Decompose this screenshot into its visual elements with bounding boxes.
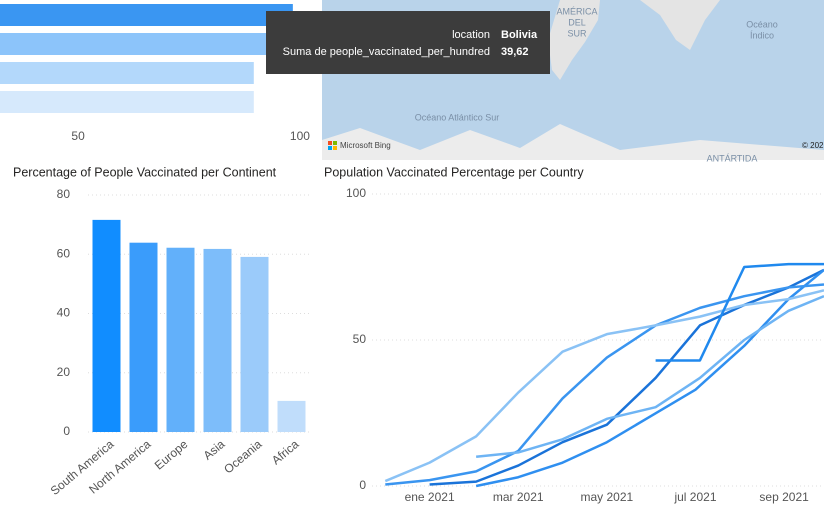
map-label: Océano: [746, 19, 778, 29]
bar: [92, 219, 121, 432]
map-label: DEL: [568, 17, 586, 27]
y-tick-label: 0: [63, 424, 70, 438]
line: [429, 268, 824, 486]
y-tick-label: 80: [57, 187, 71, 201]
tooltip-value: 39,62: [501, 46, 529, 58]
bar: [0, 91, 254, 113]
line: [655, 262, 824, 362]
x-tick-label: Asia: [201, 437, 228, 463]
x-tick-label: 50: [71, 129, 85, 143]
map-label: ANTÁRTIDA: [707, 153, 758, 163]
x-tick-label: South America: [48, 437, 117, 498]
x-tick-label: jul 2021: [673, 490, 716, 504]
logo: [333, 141, 337, 145]
x-tick-label: 100: [290, 129, 310, 143]
tooltip: location Bolivia Suma de people_vaccinat…: [266, 11, 550, 74]
x-tick-label: ene 2021: [405, 490, 455, 504]
logo: [328, 141, 332, 145]
x-tick-label: may 2021: [581, 490, 634, 504]
y-tick-label: 50: [353, 332, 367, 346]
tooltip-label: Suma de people_vaccinated_per_hundred: [283, 46, 490, 58]
logo: [328, 146, 332, 150]
x-tick-label: mar 2021: [493, 490, 544, 504]
tooltip-label: location: [452, 29, 490, 41]
bar: [277, 400, 306, 432]
map-label: Índico: [750, 30, 774, 40]
y-tick-label: 40: [57, 306, 71, 320]
chart-title: Percentage of People Vaccinated per Cont…: [13, 165, 277, 179]
y-tick-label: 60: [57, 246, 71, 260]
line: [476, 295, 824, 459]
x-tick-label: sep 2021: [759, 490, 809, 504]
y-tick-label: 20: [57, 365, 71, 379]
map-provider: Microsoft Bing: [340, 141, 391, 150]
map-label: SUR: [567, 28, 587, 38]
line: [475, 268, 824, 488]
map-label: AMÉRICA: [556, 6, 597, 16]
bar: [129, 242, 158, 432]
map-land: [548, 0, 600, 80]
logo: [333, 146, 337, 150]
map-label: Océano Atlántico Sur: [415, 112, 500, 122]
y-tick-label: 0: [359, 478, 366, 492]
bar: [0, 33, 296, 55]
line: [385, 283, 824, 486]
tooltip-box: [266, 11, 550, 74]
y-tick-label: 100: [346, 186, 366, 200]
map-land: [322, 124, 824, 160]
tooltip-value: Bolivia: [501, 29, 538, 41]
bar: [203, 248, 232, 432]
map-land: [640, 0, 720, 50]
x-tick-label: Africa: [269, 437, 302, 468]
bar: [240, 256, 269, 432]
bar: [0, 62, 254, 84]
bar: [0, 4, 293, 26]
x-tick-label: Europe: [152, 437, 191, 473]
map-copyright: © 202: [802, 141, 824, 150]
chart-title: Population Vaccinated Percentage per Cou…: [324, 165, 584, 179]
line: [384, 289, 824, 483]
bar: [166, 247, 195, 432]
x-tick-label: Oceania: [221, 437, 264, 477]
map: AMÉRICA DEL SUR Océano Índico Océano Atl…: [322, 0, 824, 163]
